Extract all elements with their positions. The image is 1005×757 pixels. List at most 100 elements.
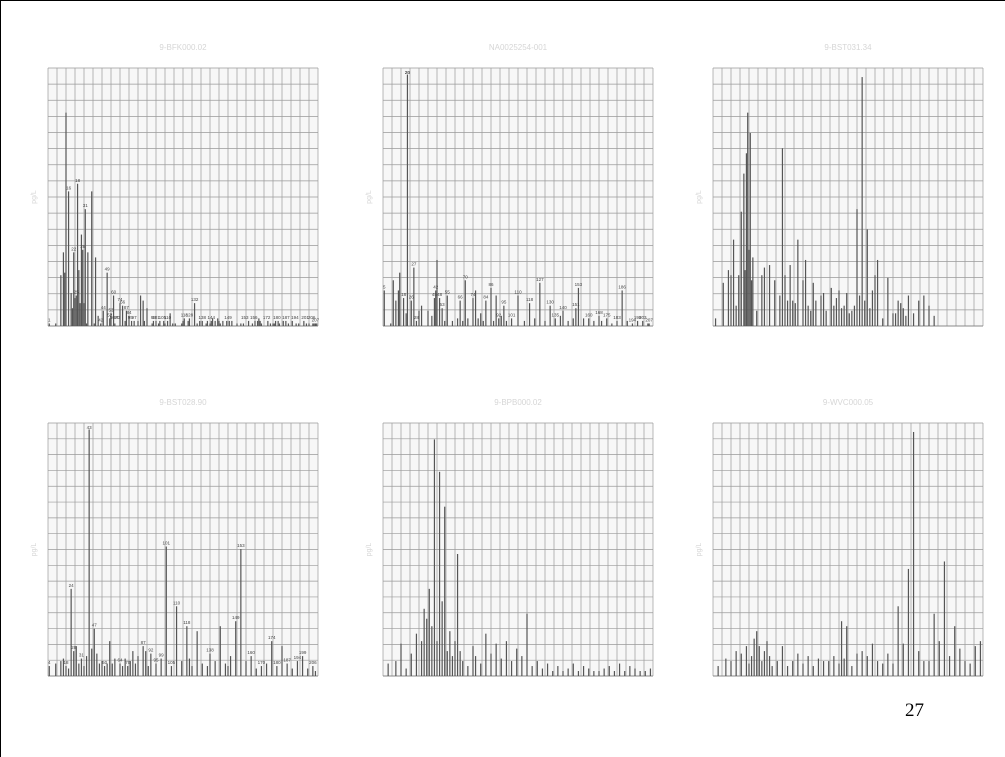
bar: [933, 315, 935, 326]
bar: [472, 298, 474, 326]
data-label: 52: [107, 312, 113, 317]
bar: [383, 290, 385, 326]
bar: [503, 305, 505, 326]
bar: [730, 661, 732, 676]
bar: [96, 653, 98, 676]
data-label: 153: [241, 315, 249, 320]
bar: [482, 320, 484, 326]
bar: [97, 315, 99, 326]
bar: [858, 295, 861, 326]
bar: [603, 668, 605, 676]
data-labels: 1162225182831424449525356606470746687849…: [48, 178, 320, 323]
data-label: 99: [159, 653, 165, 658]
bar: [65, 112, 67, 326]
data-label: 66: [458, 295, 464, 300]
bar: [974, 646, 976, 676]
bar: [792, 300, 794, 326]
bar: [781, 646, 784, 676]
data-label: 24: [69, 583, 75, 588]
bar: [722, 282, 724, 326]
bar: [727, 270, 730, 326]
bar: [464, 280, 466, 326]
bar: [256, 320, 259, 326]
bar: [98, 663, 101, 676]
bar: [301, 656, 304, 676]
bar: [449, 631, 451, 676]
bar: [402, 298, 405, 326]
bar: [199, 320, 201, 326]
bar: [133, 320, 135, 326]
bar: [902, 308, 904, 326]
bar: [151, 323, 153, 326]
data-label: 4: [48, 660, 51, 665]
bar: [420, 305, 423, 326]
bar: [134, 663, 137, 676]
data-label: 99: [151, 315, 157, 320]
bar: [80, 658, 83, 676]
bars: [48, 112, 318, 326]
bar: [265, 663, 268, 676]
bar: [928, 305, 930, 326]
data-label: 74: [117, 297, 123, 302]
bar: [500, 658, 502, 676]
bar: [231, 320, 233, 326]
bar: [714, 318, 717, 326]
bar: [291, 320, 293, 326]
bar: [435, 290, 437, 326]
bar: [219, 323, 221, 326]
bar: [552, 671, 554, 676]
bar: [907, 568, 910, 676]
chart-title: 9-BST028.90: [159, 398, 207, 407]
bar: [438, 298, 441, 326]
bar: [160, 658, 162, 676]
bar: [139, 295, 142, 326]
bar: [175, 606, 178, 676]
bar: [119, 303, 121, 326]
bar: [954, 626, 956, 676]
bar: [166, 320, 169, 326]
bar: [745, 646, 748, 676]
data-label: 47: [92, 623, 98, 628]
bar: [789, 265, 791, 326]
bar: [129, 661, 131, 676]
bar: [748, 249, 750, 326]
bar: [567, 668, 569, 676]
bar: [933, 613, 935, 676]
bar: [155, 320, 157, 326]
data-label: 138: [206, 648, 214, 653]
bar: [70, 588, 72, 676]
bar: [536, 661, 538, 676]
data-label: 175: [603, 312, 611, 317]
bar: [526, 613, 528, 676]
gridlines: [47, 67, 319, 327]
y-axis-label: pg/L: [31, 190, 38, 204]
data-label: 31: [79, 653, 85, 658]
bar: [169, 313, 171, 326]
bar: [598, 671, 600, 676]
bar: [74, 298, 76, 326]
bar: [593, 320, 595, 326]
data-label: 138: [199, 315, 207, 320]
bar: [636, 320, 639, 326]
bar: [127, 666, 129, 676]
data-label: 31: [83, 203, 89, 208]
bar: [48, 323, 50, 326]
bar: [314, 671, 317, 676]
bar: [282, 320, 284, 326]
bar: [871, 643, 874, 676]
bar: [83, 303, 85, 326]
bar: [272, 323, 274, 326]
data-label: 28: [414, 315, 420, 320]
bar: [78, 663, 80, 676]
bar: [415, 320, 418, 326]
bar: [820, 295, 822, 326]
y-axis-label: pg/L: [366, 190, 373, 204]
bar: [201, 320, 203, 326]
data-label: 18: [401, 292, 407, 297]
bar: [851, 666, 853, 676]
bar: [281, 646, 283, 676]
bar: [807, 656, 809, 676]
bar: [209, 323, 211, 326]
bar: [164, 323, 166, 326]
